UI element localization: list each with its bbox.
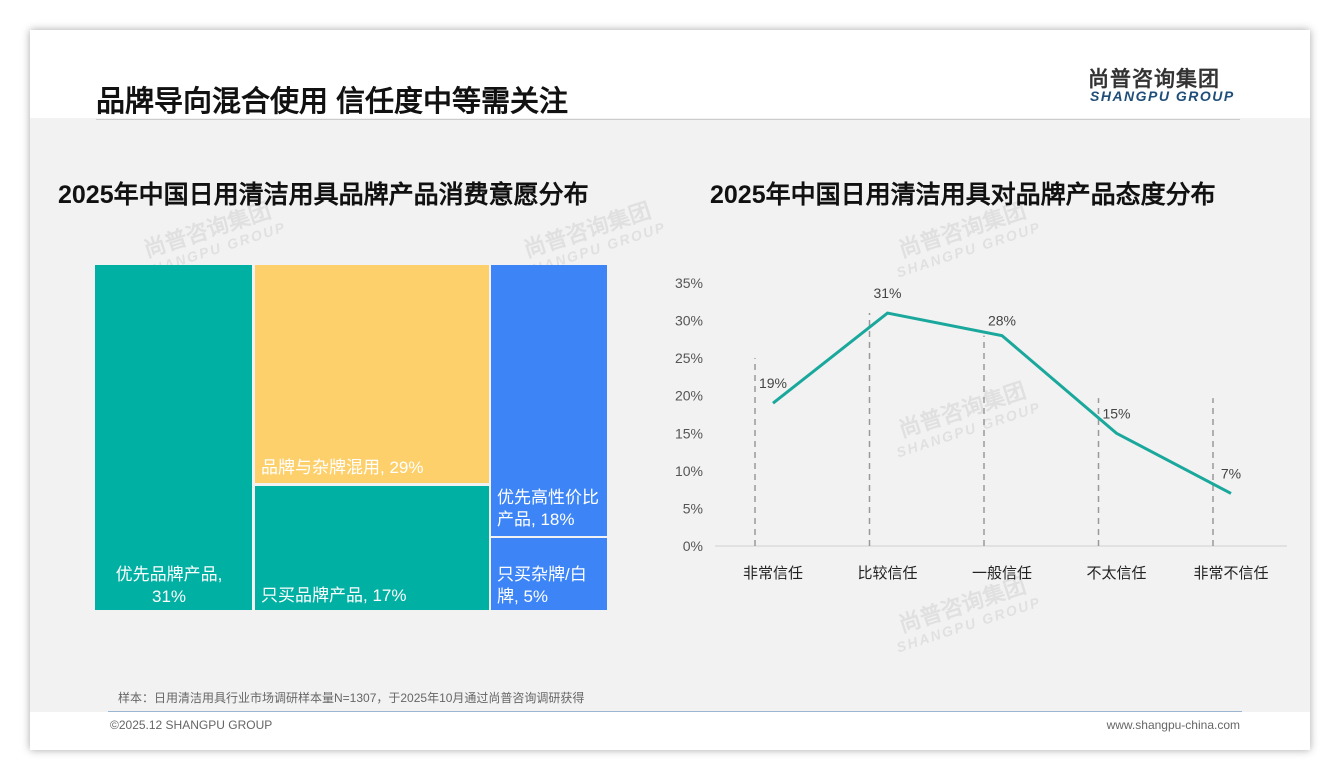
y-tick-label: 35% (675, 275, 703, 291)
treemap-cell: 优先高性价比产品, 18% (491, 265, 607, 536)
footer-divider (108, 711, 1242, 712)
page-title: 品牌导向混合使用 信任度中等需关注 (96, 86, 569, 118)
sample-note: 样本：日用清洁用具行业市场调研样本量N=1307，于2025年10月通过尚普咨询… (118, 691, 585, 705)
treemap-cell: 优先品牌产品, 31% (95, 265, 252, 610)
x-tick-label: 非常信任 (743, 565, 803, 582)
line-chart-title: 2025年中国日用清洁用具对品牌产品态度分布 (710, 181, 1216, 209)
slide: 尚普咨询集团 SHANGPU GROUP 尚普咨询集团 SHANGPU GROUP … (30, 30, 1310, 750)
x-tick-label: 不太信任 (1086, 565, 1146, 582)
y-tick-label: 5% (683, 500, 703, 516)
treemap-label: 只买杂牌/白牌, 5% (497, 565, 587, 606)
logo-text: 尚普咨询集团 (1088, 68, 1220, 91)
website: www.shangpu-china.com (1106, 718, 1240, 732)
treemap-label: 只买品牌产品, 17% (261, 586, 407, 605)
treemap-cell: 品牌与杂牌混用, 29% (255, 265, 489, 483)
x-tick-label: 非常不信任 (1193, 565, 1268, 582)
treemap-cell: 只买杂牌/白牌, 5% (491, 538, 607, 610)
y-tick-label: 20% (675, 388, 703, 404)
y-tick-label: 25% (675, 350, 703, 366)
treemap-label: 品牌与杂牌混用, 29% (261, 458, 424, 477)
logo-subtext: SHANGPU GROUP (1090, 88, 1235, 104)
data-label: 15% (1102, 405, 1130, 421)
data-label: 31% (873, 285, 901, 301)
y-tick-label: 15% (675, 425, 703, 441)
treemap-cell: 只买品牌产品, 17% (255, 486, 489, 610)
x-tick-label: 一般信任 (972, 565, 1032, 582)
y-tick-label: 30% (675, 313, 703, 329)
copyright: ©2025.12 SHANGPU GROUP (110, 718, 273, 732)
treemap-label: 优先高性价比产品, 18% (497, 488, 599, 529)
data-line (772, 311, 1232, 495)
line-chart: 0% 5% 10% 15% 20% 25% 30% 35% 19% 非常信任 31% 比较信任 28% 一… (675, 275, 1287, 582)
treemap-title: 2025年中国日用清洁用具品牌产品消费意愿分布 (58, 181, 589, 209)
y-tick-label: 0% (683, 538, 703, 554)
data-label: 28% (988, 313, 1016, 329)
divider (96, 119, 1240, 120)
y-tick-label: 10% (675, 463, 703, 479)
data-label: 7% (1221, 465, 1241, 481)
treemap-label: 优先品牌产品, 31% (115, 565, 223, 606)
data-label: 19% (759, 375, 787, 391)
x-tick-label: 比较信任 (857, 564, 917, 582)
treemap: 优先品牌产品, 31% 品牌与杂牌混用, 29% 只买品牌产品, 17% 优先高… (95, 265, 607, 610)
